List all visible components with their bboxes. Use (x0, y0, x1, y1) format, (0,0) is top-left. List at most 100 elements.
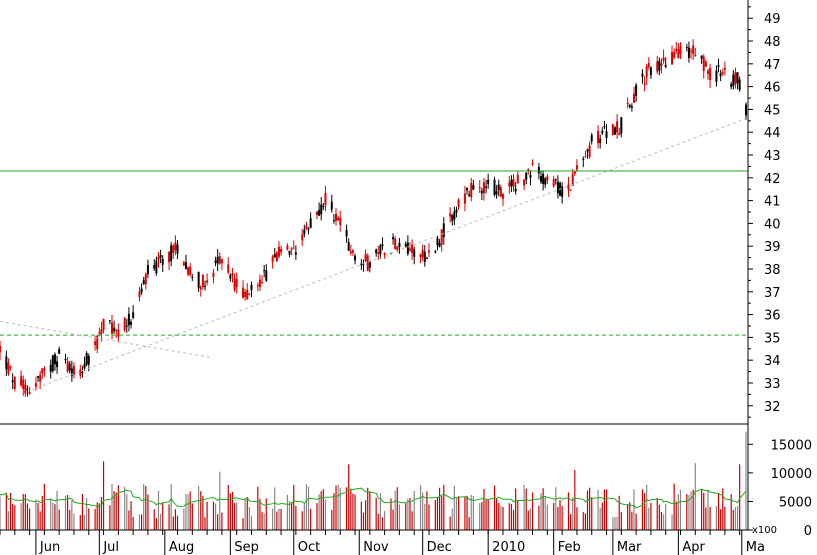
candle-body (478, 187, 481, 189)
candle-body (440, 229, 443, 245)
candle-body (203, 285, 206, 287)
candle-body (685, 46, 688, 48)
candle-body (231, 273, 234, 276)
month-label: Jun (39, 540, 60, 555)
candle-body (28, 392, 31, 395)
candle-body (24, 384, 27, 394)
candle-body (630, 106, 633, 108)
candle-body (49, 364, 52, 372)
candle-body (218, 255, 221, 264)
price-tick-label: 44 (764, 126, 781, 141)
candle-body (582, 158, 585, 160)
candle-body (263, 270, 266, 272)
volume-panel (0, 431, 747, 530)
candle-body (567, 184, 570, 190)
candle-body (540, 176, 543, 182)
candle-body (493, 179, 496, 195)
candle-body (161, 259, 164, 265)
month-label: Jul (102, 540, 119, 555)
candle-body (419, 254, 422, 257)
candle-body (330, 201, 333, 210)
candle-body (628, 104, 631, 108)
candle-body (643, 83, 646, 85)
candle-body (115, 329, 118, 331)
candle-body (468, 194, 471, 197)
candle-body (721, 71, 724, 74)
candle-body (423, 251, 426, 263)
candle-body (113, 327, 116, 332)
candle-body (662, 57, 665, 61)
candle-body (64, 359, 67, 361)
candle-body (197, 272, 200, 288)
candle-body (37, 376, 40, 378)
candle-body (233, 278, 236, 290)
price-tick-label: 49 (764, 12, 781, 27)
candle-body (656, 61, 659, 72)
candle-body (398, 243, 401, 248)
candle-body (482, 182, 485, 194)
candle-body (301, 234, 304, 241)
candle-body (5, 356, 8, 370)
trendline (31, 118, 747, 391)
candle-body (305, 225, 308, 229)
candle-body (273, 254, 276, 258)
candle-body (671, 52, 674, 65)
candle-body (347, 242, 350, 251)
candle-body (250, 284, 253, 291)
candle-body (618, 132, 621, 136)
candle-body (168, 252, 171, 263)
price-tick-label: 33 (764, 377, 781, 392)
candle-body (601, 130, 604, 134)
candle-body (153, 264, 156, 269)
candle-body (349, 251, 352, 254)
volume-multiplier-label: x100 (752, 525, 777, 536)
candle-body (248, 293, 251, 295)
candle-body (53, 354, 56, 365)
candle-body (616, 121, 619, 133)
candle-body (142, 280, 145, 285)
candle-body (146, 264, 149, 275)
candle-body (613, 127, 616, 135)
candle-body (527, 168, 530, 171)
candle-body (9, 366, 12, 368)
candle-body (525, 172, 528, 180)
month-label: Oct (298, 540, 320, 555)
candle-body (332, 220, 335, 222)
candle-body (425, 257, 428, 259)
volume-moving-average (0, 487, 747, 509)
price-tick-label: 34 (764, 354, 781, 369)
candle-body (292, 247, 295, 249)
candle-body (155, 260, 158, 274)
candle-body (611, 124, 614, 135)
candle-body (26, 388, 29, 390)
candle-body (172, 245, 175, 253)
price-tick-label: 45 (764, 103, 781, 118)
candle-body (362, 264, 365, 266)
candle-body (434, 251, 437, 253)
candle-body (510, 179, 513, 187)
candle-body (537, 166, 540, 174)
candle-body (320, 204, 323, 215)
candle-body (189, 266, 192, 275)
candle-body (470, 182, 473, 198)
candle-body (187, 267, 190, 275)
candle-body (649, 67, 652, 76)
candle-body (715, 70, 718, 82)
candle-body (100, 329, 103, 335)
candle-body (244, 291, 247, 297)
candle-body (411, 244, 414, 254)
volume-tick-label: 10000 (771, 467, 812, 482)
candle-body (130, 321, 133, 325)
candle-body (39, 374, 42, 382)
month-label: Aug (169, 540, 194, 555)
candle-body (275, 252, 278, 261)
price-tick-label: 48 (764, 35, 781, 50)
candle-body (451, 214, 454, 222)
candle-body (290, 248, 293, 250)
candle-body (280, 249, 283, 253)
candle-body (144, 273, 147, 285)
candle-body (13, 377, 16, 389)
candle-body (335, 213, 338, 221)
price-tick-label: 39 (764, 240, 781, 255)
